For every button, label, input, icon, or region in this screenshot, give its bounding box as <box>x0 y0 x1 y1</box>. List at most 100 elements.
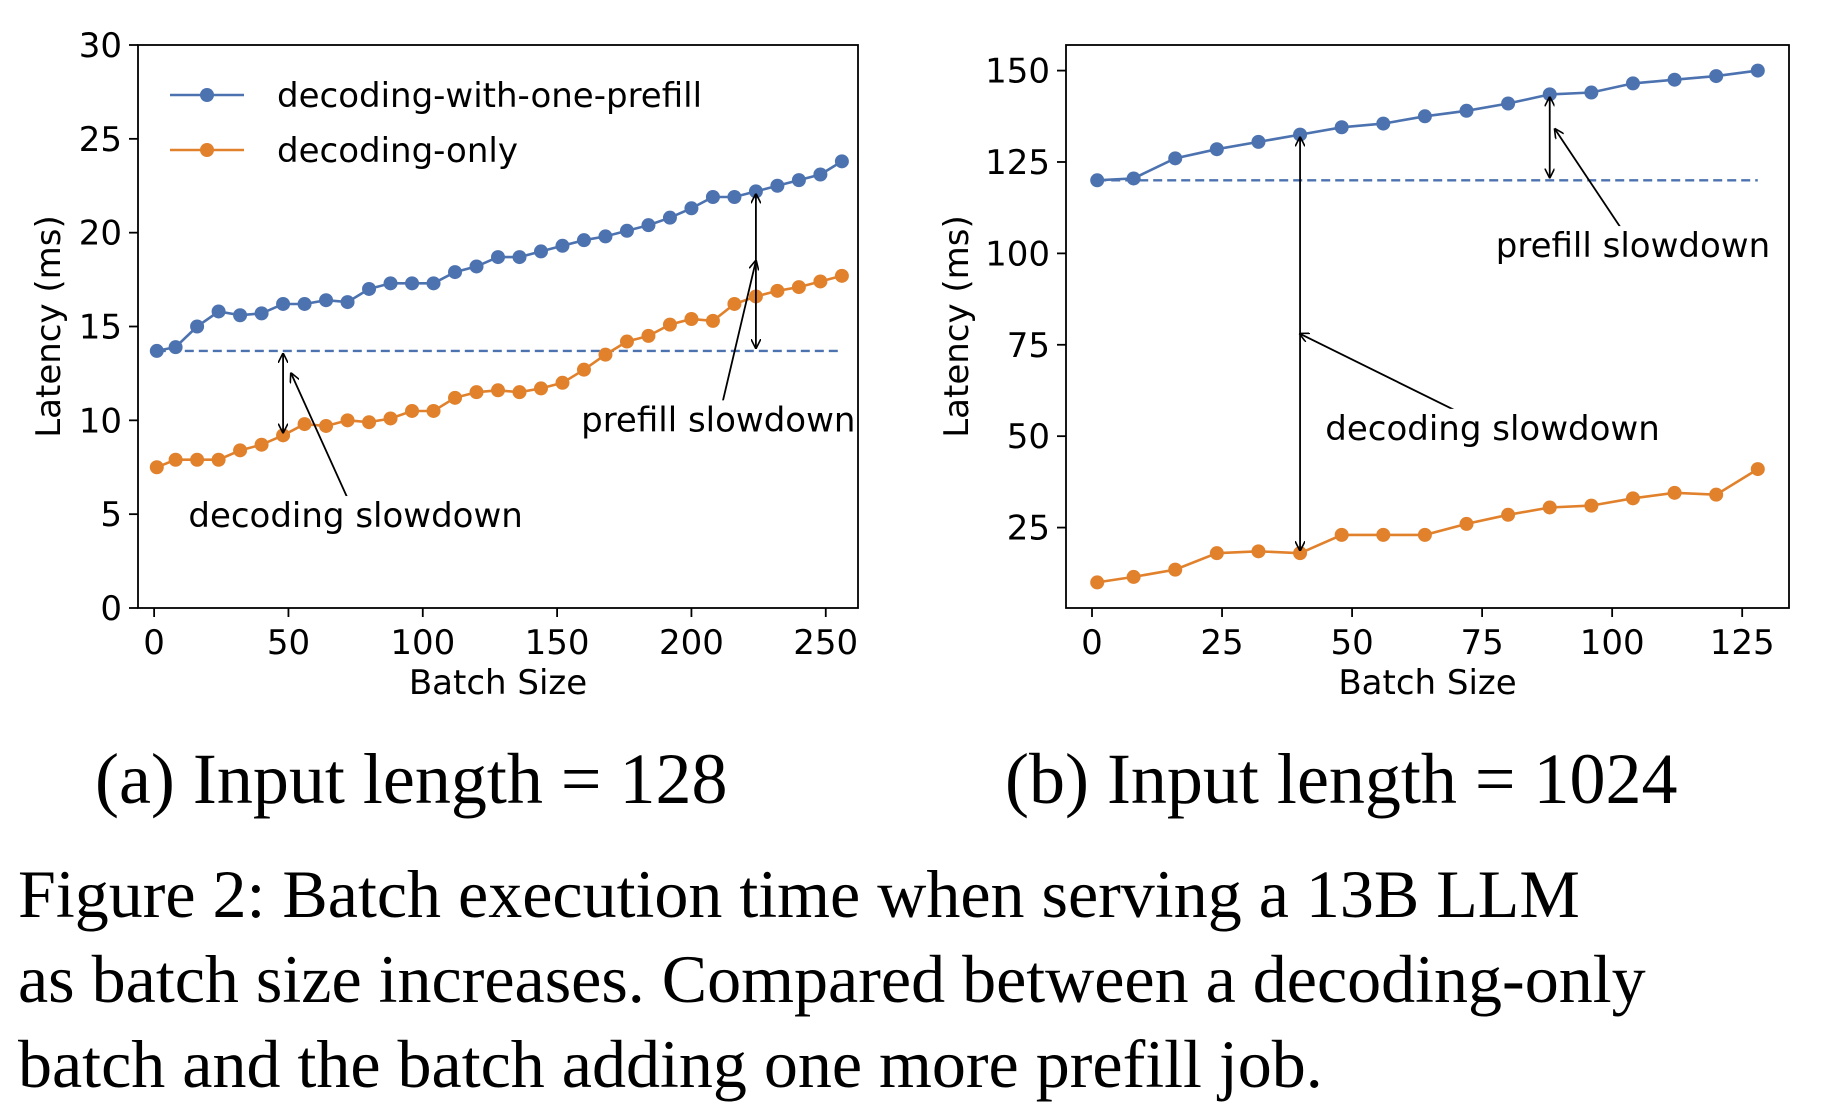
panel-a-annotation-label-bg <box>185 496 526 537</box>
panel-a-data-point-decoding-with-one-prefill <box>512 250 527 265</box>
panel-a-data-point-decoding-only <box>619 334 634 349</box>
panel-a-data-point-decoding-with-one-prefill <box>383 276 398 291</box>
panel-a-data-point-decoding-with-one-prefill <box>770 178 785 193</box>
panel-a-x-tick-label: 50 <box>267 623 310 663</box>
legend-label-decoding-with-one-prefill: decoding-with-one-prefill <box>277 76 702 116</box>
panel-b-data-point-decoding-with-one-prefill <box>1584 85 1599 100</box>
panel-a-y-tick-label: 15 <box>79 308 122 348</box>
panel-a-data-point-decoding-with-one-prefill <box>727 190 742 205</box>
panel-b-y-tick-label: 25 <box>1007 509 1050 549</box>
panel-a-x-tick-label: 100 <box>390 623 455 663</box>
panel-b-x-tick-label: 0 <box>1081 623 1103 663</box>
chart-panel-b: 0 25 50 75 100 125 25 50 75 100 125 150 Batch Size La… <box>937 44 1790 703</box>
panel-b-data-point-decoding-only <box>1501 507 1516 522</box>
panel-a-data-point-decoding-only <box>168 452 183 467</box>
panel-a-x-tick-label: 150 <box>525 623 590 663</box>
panel-a-x-tick-label: 0 <box>143 623 165 663</box>
panel-a-data-point-decoding-only <box>426 403 441 418</box>
panel-b-data-point-decoding-with-one-prefill <box>1376 116 1391 131</box>
panel-a-y-axis-label: Latency (ms) <box>29 215 69 438</box>
panel-a-data-point-decoding-with-one-prefill <box>813 167 828 182</box>
legend-marker-decoding-only <box>200 143 214 157</box>
panel-b-data-point-decoding-only <box>1376 527 1391 542</box>
panel-b-data-point-decoding-only <box>1334 527 1349 542</box>
panel-b-data-point-decoding-only <box>1709 487 1724 502</box>
panel-a-data-point-decoding-with-one-prefill <box>533 244 548 259</box>
panel-a-data-point-decoding-only <box>684 311 699 326</box>
panel-a-annotation-label-bg <box>578 400 859 441</box>
panel-b-y-tick-label: 125 <box>985 143 1050 183</box>
panel-a-data-point-decoding-with-one-prefill <box>469 259 484 274</box>
panel-a-data-point-decoding-only <box>211 452 226 467</box>
panel-b-x-tick-label: 75 <box>1460 623 1503 663</box>
panel-b-annotation-label-bg <box>1322 408 1663 449</box>
figure-caption-line-3: batch and the batch adding one more pref… <box>18 1026 1323 1102</box>
panel-a-y-tick-label: 30 <box>79 26 122 66</box>
panel-a-data-point-decoding-only <box>770 283 785 298</box>
panel-a-data-point-decoding-only <box>598 347 613 362</box>
subcaption-a: (a) Input length = 128 <box>95 739 728 819</box>
panel-b-data-point-decoding-only <box>1251 544 1266 559</box>
panel-a-data-point-decoding-with-one-prefill <box>448 265 463 280</box>
panel-b-annotation-label-bg <box>1492 226 1774 267</box>
subcaption-b: (b) Input length = 1024 <box>1005 739 1678 819</box>
panel-b-x-tick-label: 25 <box>1200 623 1243 663</box>
panel-a-x-tick-label: 250 <box>793 623 858 663</box>
panel-a-data-point-decoding-with-one-prefill <box>705 190 720 205</box>
panel-a-data-point-decoding-with-one-prefill <box>254 306 269 321</box>
panel-b-data-point-decoding-with-one-prefill <box>1417 109 1432 124</box>
panel-a-data-point-decoding-with-one-prefill <box>598 229 613 244</box>
panel-a-data-point-decoding-with-one-prefill <box>791 173 806 188</box>
panel-b-data-point-decoding-only <box>1126 569 1141 584</box>
panel-b-data-point-decoding-only <box>1750 462 1765 477</box>
panel-a-data-point-decoding-with-one-prefill <box>555 238 570 253</box>
panel-a-x-tick-label: 200 <box>659 623 724 663</box>
panel-b-x-tick-label: 100 <box>1580 623 1645 663</box>
panel-a-data-point-decoding-only <box>190 452 205 467</box>
panel-a-legend: decoding-with-one-prefill decoding-only <box>170 76 702 171</box>
panel-a-annotation-label: prefill slowdown <box>581 400 855 440</box>
panel-b-data-point-decoding-with-one-prefill <box>1251 134 1266 149</box>
panel-a-data-point-decoding-with-one-prefill <box>405 276 420 291</box>
panel-a-data-point-decoding-with-one-prefill <box>619 223 634 238</box>
figure-caption-line-2: as batch size increases. Compared betwee… <box>18 941 1646 1017</box>
chart-panel-a: 0 50 100 150 200 250 0 5 10 15 20 25 30 Batch Size Lat… <box>29 26 859 703</box>
panel-b-data-point-decoding-only <box>1168 562 1183 577</box>
panel-b-data-point-decoding-with-one-prefill <box>1625 76 1640 91</box>
panel-b-data-point-decoding-only <box>1667 485 1682 500</box>
panel-b-data-point-decoding-with-one-prefill <box>1709 69 1724 84</box>
panel-a-annotation-label: decoding slowdown <box>188 496 522 536</box>
panel-a-data-point-decoding-with-one-prefill <box>297 296 312 311</box>
panel-b-data-point-decoding-with-one-prefill <box>1126 171 1141 186</box>
panel-b-data-point-decoding-only <box>1459 516 1474 531</box>
panel-a-data-point-decoding-only <box>834 268 849 283</box>
panel-b-data-point-decoding-with-one-prefill <box>1168 151 1183 166</box>
panel-a-data-point-decoding-only <box>405 403 420 418</box>
panel-b-data-point-decoding-only <box>1209 546 1224 561</box>
panel-a-data-point-decoding-only <box>383 411 398 426</box>
panel-b-series-line-decoding-only <box>1097 467 1759 584</box>
panel-a-data-point-decoding-only <box>149 460 164 475</box>
panel-a-data-point-decoding-with-one-prefill <box>834 154 849 169</box>
panel-a-data-point-decoding-with-one-prefill <box>233 308 248 323</box>
panel-a-data-point-decoding-with-one-prefill <box>491 250 505 265</box>
panel-a-data-point-decoding-only <box>576 362 591 377</box>
panel-a-data-point-decoding-only <box>727 296 742 311</box>
panel-a-data-point-decoding-with-one-prefill <box>641 218 656 233</box>
panel-b-data-point-decoding-with-one-prefill <box>1501 96 1516 111</box>
panel-b-data-point-decoding-with-one-prefill <box>1090 173 1105 188</box>
panel-a-y-tick-label: 5 <box>100 495 122 535</box>
panel-a-data-point-decoding-only <box>491 383 505 398</box>
panel-a-data-point-decoding-only <box>512 385 527 400</box>
panel-a-data-point-decoding-with-one-prefill <box>362 281 377 296</box>
panel-a-data-point-decoding-only <box>469 385 484 400</box>
panel-a-data-point-decoding-with-one-prefill <box>684 201 699 216</box>
panel-b-y-tick-label: 50 <box>1007 417 1050 457</box>
panel-a-data-point-decoding-with-one-prefill <box>276 296 291 311</box>
panel-b-x-tick-label: 125 <box>1710 623 1775 663</box>
panel-a-data-point-decoding-with-one-prefill <box>426 276 441 291</box>
panel-a-data-point-decoding-only <box>233 443 248 458</box>
panel-b-y-axis-label: Latency (ms) <box>937 215 977 438</box>
panel-b-data-point-decoding-with-one-prefill <box>1750 63 1765 78</box>
panel-a-data-point-decoding-only <box>533 381 548 396</box>
